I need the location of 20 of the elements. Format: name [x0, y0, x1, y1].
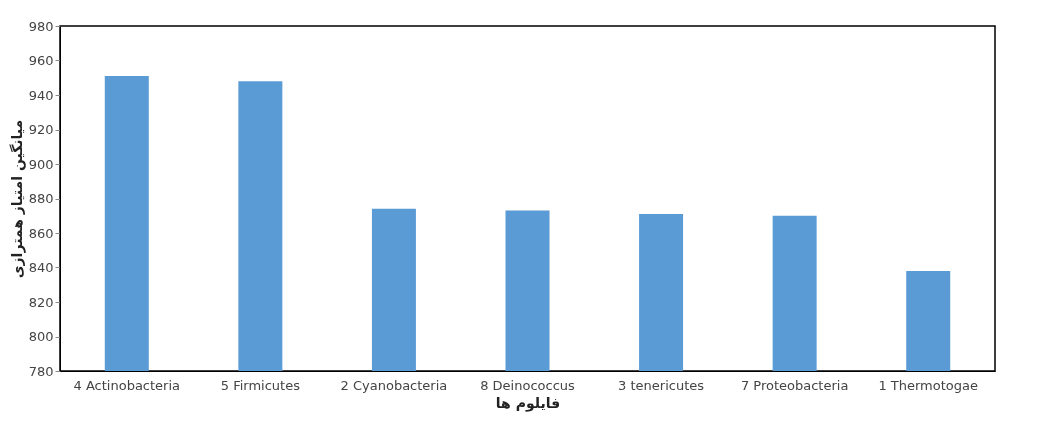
y-tick-label: 900: [28, 156, 54, 172]
x-tick-label: 3 tenericutes: [618, 377, 705, 393]
y-tick-label: 860: [28, 225, 54, 241]
y-axis-title: میانگین امتیاز همترازی: [8, 119, 26, 279]
x-tick-label: 8 Deinococcus: [480, 377, 576, 393]
y-tick-label: 980: [28, 18, 54, 34]
x-tick-label: 5 Firmicutes: [220, 377, 301, 393]
x-axis-title: فایلوم ها: [495, 394, 561, 412]
x-tick-label: 4 Actinobacteria: [73, 377, 181, 393]
x-tick-label: 1 Thermotogae: [878, 377, 979, 393]
x-tick-label: 2 Cyanobacteria: [340, 377, 448, 393]
y-tick-label: 920: [28, 122, 54, 137]
y-tick-label: 820: [28, 294, 54, 310]
y-tick-label: 880: [28, 191, 54, 206]
y-tick-label: 960: [28, 53, 54, 68]
y-tick-label: 800: [28, 329, 54, 344]
y-tick-label: 780: [28, 363, 54, 379]
x-tick-label: 7 Proteobacteria: [740, 377, 849, 393]
y-tick-label: 940: [28, 87, 54, 103]
y-tick-label: 840: [28, 260, 54, 275]
